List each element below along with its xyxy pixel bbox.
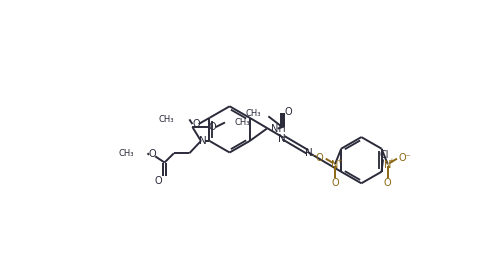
- Text: N: N: [278, 134, 286, 144]
- Text: N: N: [384, 160, 392, 170]
- Text: CH₃: CH₃: [118, 149, 134, 158]
- Text: NH: NH: [271, 124, 285, 134]
- Text: N: N: [331, 160, 339, 170]
- Text: O: O: [285, 107, 292, 117]
- Text: CH₃: CH₃: [158, 115, 174, 124]
- Text: N: N: [199, 136, 207, 146]
- Text: +: +: [389, 158, 395, 164]
- Text: O: O: [384, 178, 392, 188]
- Text: O: O: [148, 149, 156, 159]
- Text: Cl: Cl: [380, 150, 390, 160]
- Text: CH₃: CH₃: [245, 109, 261, 118]
- Text: O⁻: O⁻: [399, 153, 411, 163]
- Text: ⁻O: ⁻O: [311, 153, 324, 163]
- Text: O: O: [155, 176, 162, 186]
- Text: N: N: [305, 148, 313, 158]
- Text: +: +: [336, 158, 342, 164]
- Text: O: O: [209, 122, 216, 132]
- Text: CH₃: CH₃: [234, 118, 250, 127]
- Text: O: O: [193, 119, 200, 129]
- Text: O: O: [331, 178, 339, 188]
